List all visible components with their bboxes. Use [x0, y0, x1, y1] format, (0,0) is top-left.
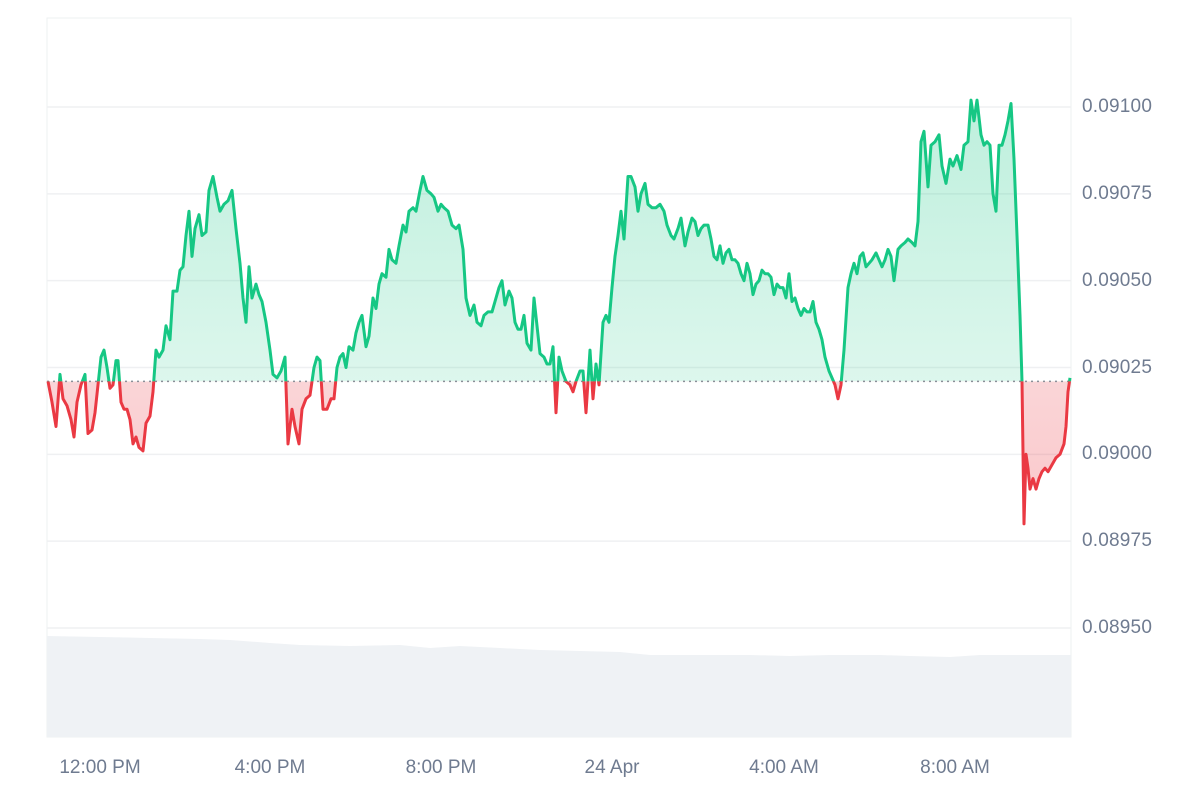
y-tick-label: 0.08975 — [1082, 530, 1153, 552]
y-tick-label: 0.09050 — [1082, 269, 1153, 291]
price-line — [46, 98, 1072, 526]
x-tick-label: 4:00 AM — [749, 757, 819, 778]
x-tick-label: 12:00 PM — [59, 757, 141, 778]
y-tick-label: 0.09025 — [1082, 356, 1153, 378]
x-tick-label: 8:00 AM — [920, 757, 990, 778]
y-tick-label: 0.08950 — [1082, 617, 1153, 638]
x-tick-label: 8:00 PM — [405, 757, 477, 778]
y-tick-label: 0.09100 — [1082, 96, 1153, 117]
y-tick-label: 0.09075 — [1082, 182, 1153, 204]
price-area-fill — [48, 100, 1070, 524]
y-tick-label: 0.09000 — [1082, 443, 1153, 465]
volume-bars — [47, 636, 1071, 737]
x-tick-label: 24 Apr — [584, 757, 640, 778]
x-tick-label: 4:00 PM — [234, 757, 306, 778]
